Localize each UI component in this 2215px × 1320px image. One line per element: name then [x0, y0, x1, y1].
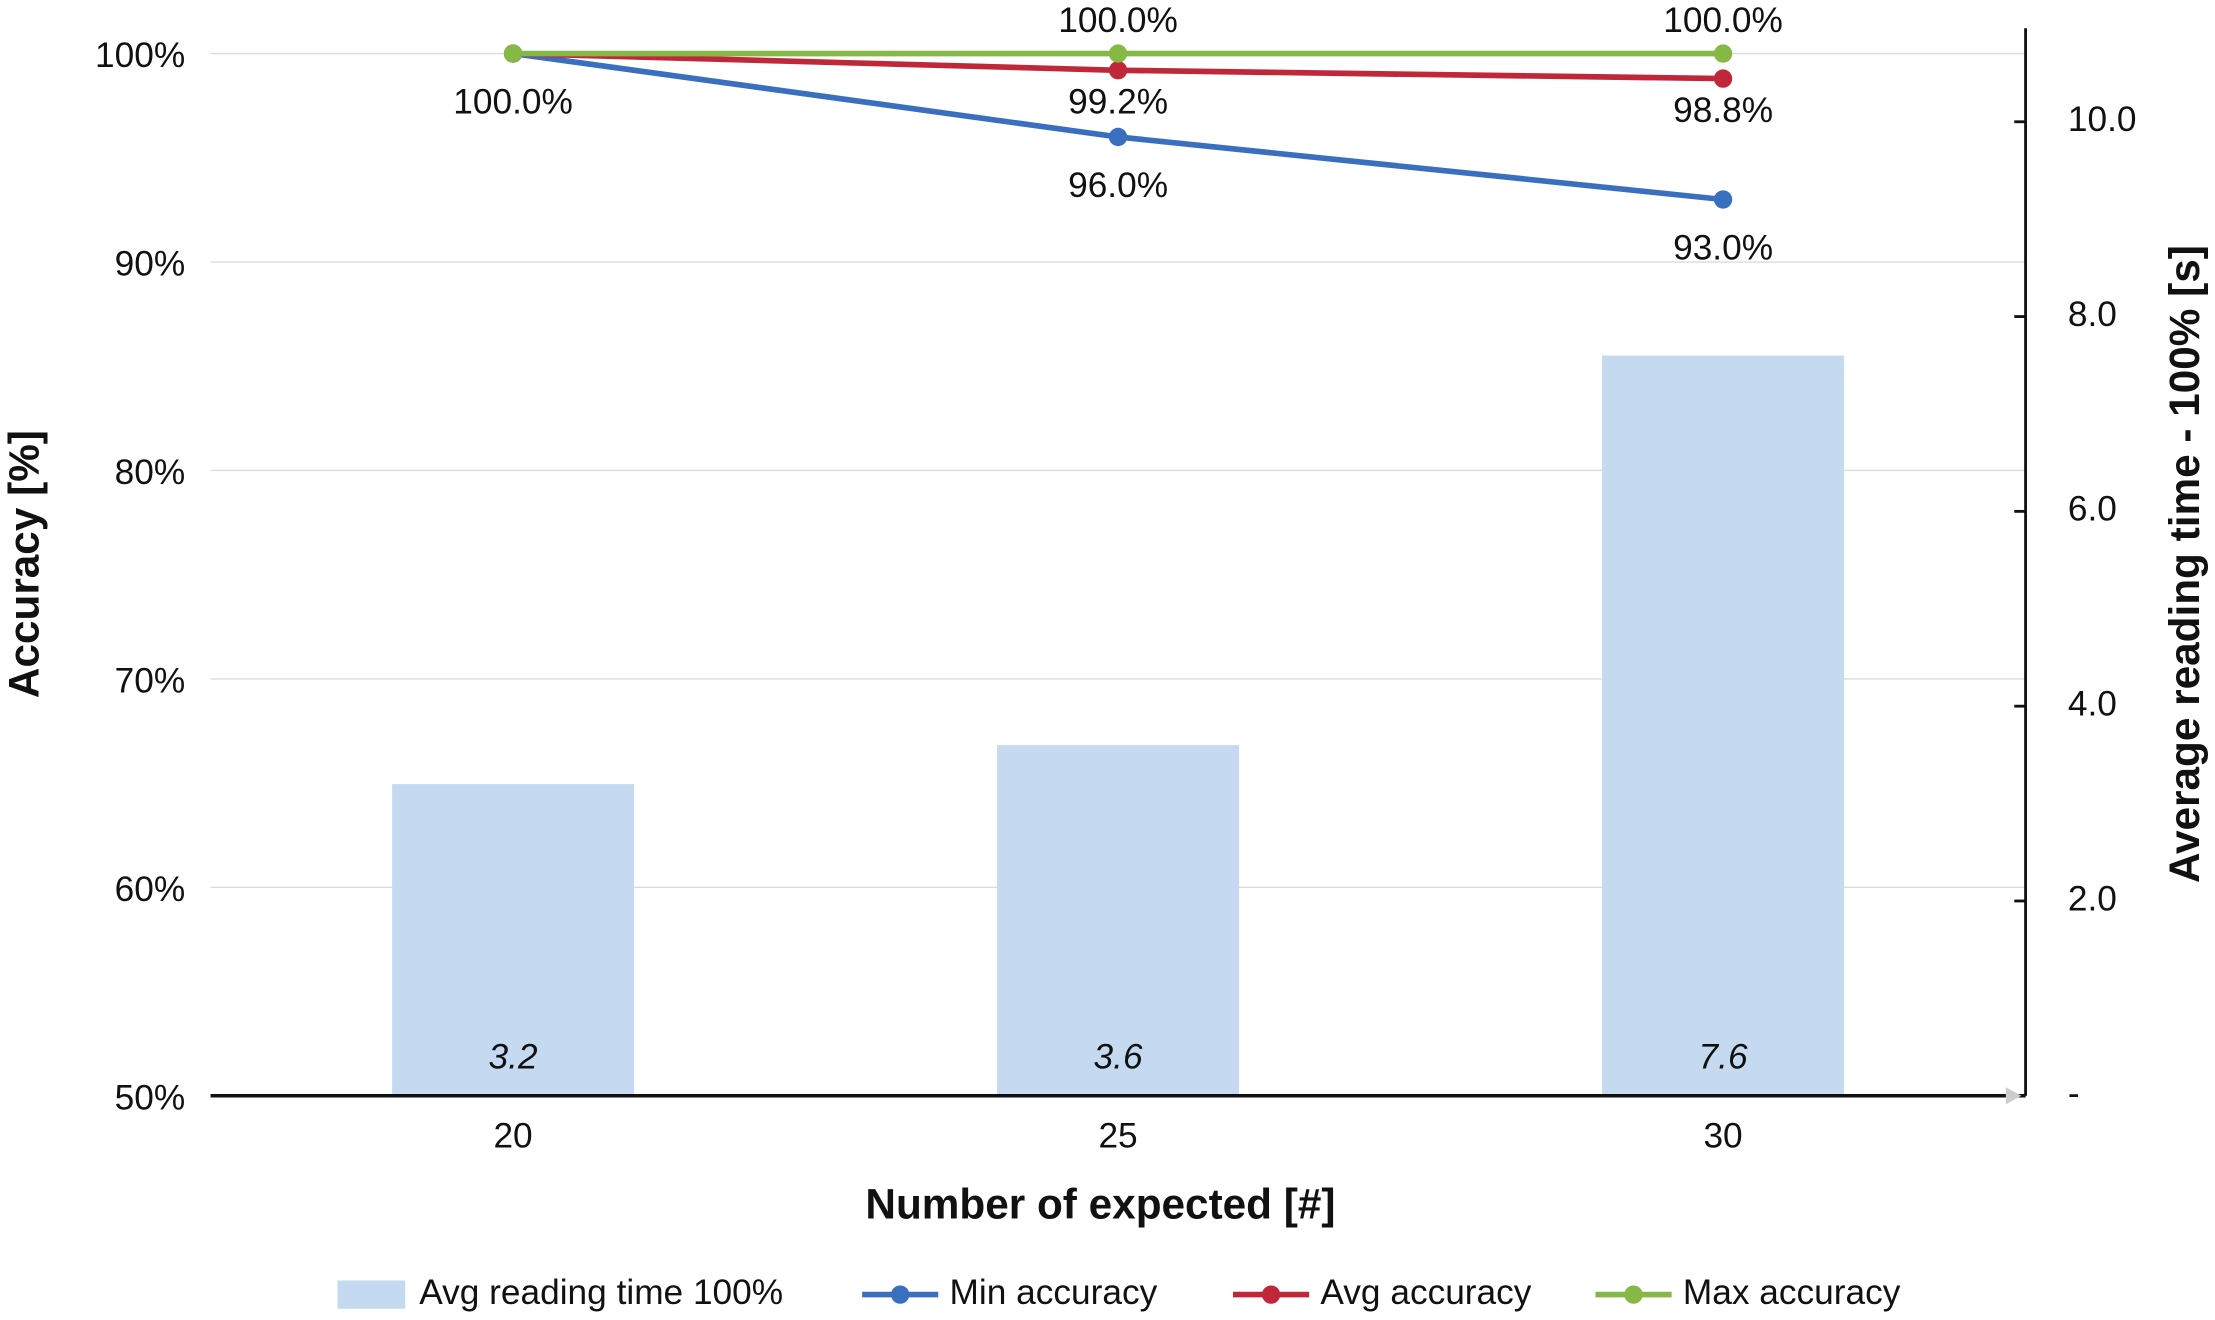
bar [997, 745, 1240, 1096]
point [1108, 127, 1128, 147]
y-tick-label: 50% [115, 1078, 186, 1117]
bar [1602, 355, 1845, 1096]
data-label: 100.0% [453, 83, 573, 122]
legend-swatch [1624, 1285, 1643, 1304]
data-label: 98.8% [1673, 91, 1773, 130]
legend-swatch [337, 1280, 406, 1309]
legend-swatch [891, 1285, 910, 1304]
x-axis-arrow [2005, 1087, 2022, 1105]
y-axis-title: Accuracy [%] [0, 430, 47, 698]
y-tick-label: 70% [115, 661, 186, 700]
legend-swatch [1261, 1285, 1281, 1304]
y-tick-label: 100% [95, 36, 185, 75]
y2-tick-label: 8.0 [2068, 295, 2117, 334]
x-axis-title: Number of expected [#] [865, 1180, 1335, 1227]
point [1713, 69, 1733, 88]
bar-value-label: 3.2 [489, 1037, 538, 1076]
y2-tick-label: 4.0 [2068, 684, 2117, 723]
legend-label: Avg accuracy [1320, 1273, 1531, 1312]
y2-tick-label: - [2068, 1074, 2080, 1113]
bar-value-label: 7.6 [1699, 1037, 1748, 1076]
y-tick-label: 80% [115, 453, 186, 492]
data-label: 100.0% [1058, 1, 1178, 40]
legend-label: Min accuracy [950, 1273, 1158, 1312]
data-label: 93.0% [1673, 229, 1773, 268]
y2-tick-label: 10.0 [2068, 100, 2137, 139]
data-label: 96.0% [1068, 166, 1168, 205]
point [1108, 61, 1128, 80]
y2-tick-label: 6.0 [2068, 490, 2117, 529]
x-tick-label: 25 [1098, 1116, 1137, 1155]
data-label: 100.0% [1663, 1, 1783, 40]
bar [392, 784, 635, 1096]
point [1713, 44, 1733, 63]
y-tick-label: 60% [115, 870, 186, 909]
bar-value-label: 3.6 [1094, 1037, 1143, 1076]
legend-label: Avg reading time 100% [419, 1273, 783, 1312]
y2-tick-label: 2.0 [2068, 879, 2117, 918]
data-label: 99.2% [1068, 82, 1168, 121]
x-tick-label: 30 [1703, 1116, 1742, 1155]
legend-label: Max accuracy [1683, 1273, 1901, 1312]
point [1713, 190, 1733, 209]
point [503, 44, 523, 63]
y-tick-label: 90% [115, 245, 186, 284]
x-tick-label: 20 [493, 1116, 532, 1155]
point [1108, 44, 1128, 63]
y2-axis-title: Average reading time - 100% [s] [2161, 245, 2208, 883]
